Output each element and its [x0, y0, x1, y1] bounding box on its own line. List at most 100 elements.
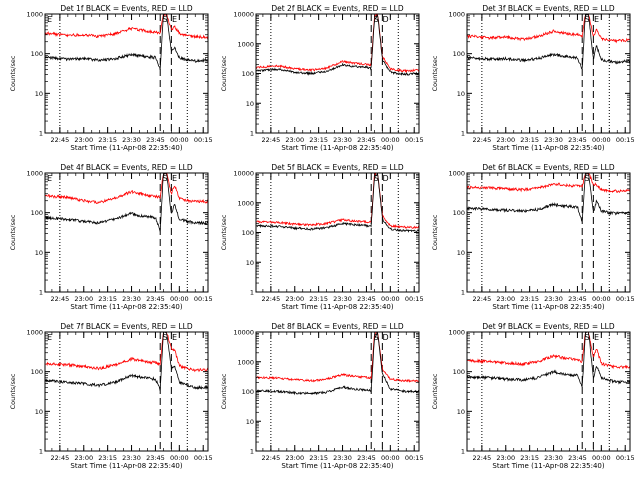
flag-label: E — [172, 174, 177, 183]
y-tick-label: 1000 — [448, 170, 465, 178]
x-tick-label: 23:00 — [74, 295, 93, 303]
y-tick-label: 1000 — [237, 199, 254, 207]
chart-panel-3: Det 3f BLACK = Events, RED = LLD Counts/s… — [431, 4, 635, 152]
y-tick-label: 1000 — [237, 358, 254, 366]
chart-panel-5: Det 5f BLACK = Events, RED = LLD Counts/s… — [220, 163, 424, 311]
x-tick-label: 23:45 — [357, 295, 376, 303]
chart-title: Det 2f BLACK = Events, RED = LLD — [271, 4, 404, 13]
chart-title: Det 9f BLACK = Events, RED = LLD — [482, 322, 615, 331]
series-line-events — [44, 172, 209, 232]
x-tick-label: 00:00 — [381, 136, 400, 144]
x-tick-label: 00:15 — [194, 295, 213, 303]
chart-title: Det 5f BLACK = Events, RED = LLD — [271, 163, 404, 172]
plot-frame — [44, 331, 209, 452]
y-tick-label: 10 — [35, 408, 43, 416]
y-tick-label: 10000 — [233, 170, 254, 178]
series-line-lld — [466, 331, 631, 370]
x-tick-label: 00:00 — [592, 454, 611, 462]
x-tick-label: 23:45 — [568, 295, 587, 303]
y-tick-label: 1000 — [237, 40, 254, 48]
x-tick-label: 23:15 — [309, 295, 328, 303]
y-tick-label: 100 — [453, 368, 465, 376]
y-axis-label: Counts/sec — [9, 214, 17, 250]
plot-frame — [255, 172, 420, 293]
flag-label: E — [172, 15, 177, 24]
chart-panel-8: Det 8f BLACK = Events, RED = LLD Counts/s… — [220, 322, 424, 470]
x-axis-label: Start Time (11-Apr-08 22:35:40) — [70, 303, 182, 311]
x-tick-label: 22:45 — [50, 454, 69, 462]
flag-label: S — [584, 333, 589, 342]
flag-label: S — [162, 15, 167, 24]
flag-label: S — [584, 15, 589, 24]
plot-frame — [44, 13, 209, 134]
y-tick-label: 100 — [453, 209, 465, 217]
x-tick-label: 23:00 — [285, 454, 304, 462]
y-tick-label: 100 — [242, 388, 254, 396]
chart-panel-7: Det 7f BLACK = Events, RED = LLD Counts/s… — [9, 322, 213, 470]
x-tick-label: 22:45 — [261, 454, 280, 462]
x-tick-label: 23:00 — [496, 454, 515, 462]
x-axis-label: Start Time (11-Apr-08 22:35:40) — [281, 462, 393, 470]
series-line-lld — [255, 172, 420, 229]
flag-label: D — [382, 15, 388, 24]
x-tick-label: 23:45 — [568, 454, 587, 462]
x-tick-label: 22:45 — [261, 295, 280, 303]
y-tick-label: 1 — [39, 448, 43, 456]
series-line-lld — [44, 172, 209, 204]
x-tick-label: 23:30 — [333, 136, 352, 144]
flag-label: S — [162, 174, 167, 183]
x-tick-label: 23:15 — [520, 454, 539, 462]
x-tick-label: 23:45 — [357, 454, 376, 462]
x-tick-label: 23:15 — [520, 295, 539, 303]
chart-title: Det 3f BLACK = Events, RED = LLD — [482, 4, 615, 13]
x-tick-label: 00:00 — [381, 454, 400, 462]
x-tick-label: 23:00 — [285, 295, 304, 303]
x-tick-label: 00:15 — [616, 295, 635, 303]
series-line-events — [44, 331, 208, 391]
x-tick-label: 23:15 — [520, 136, 539, 144]
y-tick-label: 1000 — [448, 329, 465, 337]
y-axis-label: Counts/sec — [431, 55, 439, 91]
x-tick-label: 00:00 — [170, 136, 189, 144]
chart-title: Det 6f BLACK = Events, RED = LLD — [482, 163, 615, 172]
flag-label: E — [594, 174, 599, 183]
x-tick-label: 00:15 — [194, 136, 213, 144]
flag-label: S — [584, 174, 589, 183]
chart-panel-1: Det 1f BLACK = Events, RED = LLD Counts/s… — [9, 4, 213, 152]
series-line-events — [44, 13, 209, 70]
x-tick-label: 00:15 — [616, 454, 635, 462]
y-tick-label: 10 — [457, 90, 465, 98]
x-axis-label: Start Time (11-Apr-08 22:35:40) — [70, 462, 182, 470]
x-tick-label: 00:00 — [170, 295, 189, 303]
series-line-lld — [44, 331, 209, 373]
y-tick-label: 1 — [461, 130, 465, 138]
flag-label: E — [47, 333, 52, 342]
y-axis-label: Counts/sec — [431, 373, 439, 409]
series-line-lld — [44, 13, 209, 40]
y-axis-label: Counts/sec — [9, 55, 17, 91]
x-tick-label: 23:30 — [122, 295, 141, 303]
x-tick-label: 00:00 — [592, 136, 611, 144]
x-tick-label: 23:15 — [309, 454, 328, 462]
x-tick-label: 22:45 — [472, 295, 491, 303]
x-tick-label: 00:00 — [592, 295, 611, 303]
y-tick-label: 1 — [39, 289, 43, 297]
series-line-events — [466, 13, 631, 70]
x-axis-label: Start Time (11-Apr-08 22:35:40) — [492, 462, 604, 470]
x-axis-label: Start Time (11-Apr-08 22:35:40) — [281, 144, 393, 152]
y-tick-label: 1000 — [448, 11, 465, 19]
y-tick-label: 1 — [250, 448, 254, 456]
x-axis-label: Start Time (11-Apr-08 22:35:40) — [70, 144, 182, 152]
x-tick-label: 00:00 — [170, 454, 189, 462]
y-tick-label: 10 — [246, 259, 254, 267]
x-tick-label: 23:15 — [98, 136, 117, 144]
x-tick-label: 00:15 — [405, 454, 424, 462]
x-tick-label: 23:30 — [122, 136, 141, 144]
x-tick-label: 23:30 — [333, 295, 352, 303]
y-tick-label: 100 — [31, 209, 43, 217]
x-tick-label: 23:45 — [568, 136, 587, 144]
flag-label: E — [47, 174, 52, 183]
y-tick-label: 1000 — [26, 11, 43, 19]
chart-panel-4: Det 4f BLACK = Events, RED = LLD Counts/s… — [9, 163, 213, 311]
